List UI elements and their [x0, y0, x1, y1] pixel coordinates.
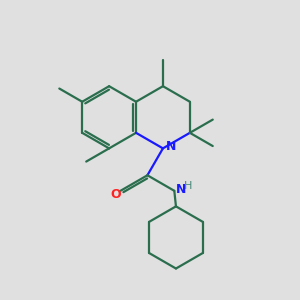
Text: H: H: [184, 181, 193, 191]
Text: O: O: [110, 188, 121, 201]
Text: N: N: [176, 183, 186, 196]
Text: N: N: [166, 140, 176, 153]
